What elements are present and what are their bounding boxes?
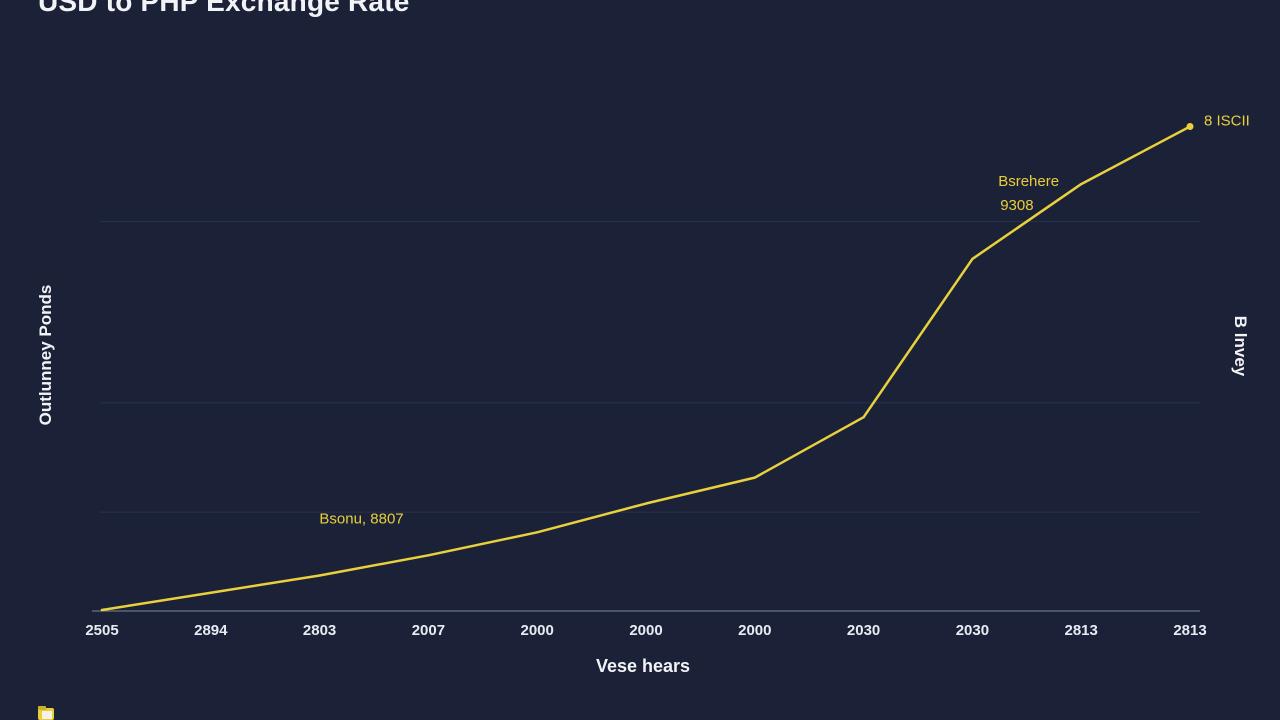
- series: [100, 123, 1194, 612]
- x-tick-label: 2030: [956, 622, 989, 639]
- folder-icon: [38, 706, 54, 720]
- gridlines: [100, 221, 1200, 513]
- x-tick-label: 2813: [1065, 622, 1098, 639]
- data-point: [209, 591, 212, 594]
- x-tick-label: 2000: [521, 622, 554, 639]
- data-point: [862, 415, 865, 419]
- y-axis-label-left: Outlunney Ponds: [36, 284, 55, 426]
- x-tick-label: 2813: [1173, 622, 1206, 639]
- data-point: [100, 608, 104, 612]
- x-tick-label: 2007: [412, 622, 445, 639]
- data-point: [753, 476, 756, 479]
- annotation-label: Bsrehere: [998, 173, 1059, 190]
- x-tick-label: 2030: [847, 622, 880, 639]
- chart-title: USD to PHP Exchange Rate: [38, 0, 410, 17]
- data-point: [318, 574, 321, 577]
- x-axis: 2505 2894 2803 2007 2000 2000 2000 2030 2030 2813…: [85, 610, 1207, 639]
- data-point: [1080, 182, 1083, 186]
- data-point: [971, 257, 974, 261]
- data-point: [427, 554, 430, 557]
- annotation-label: 9308: [1000, 197, 1033, 214]
- x-tick-label: 2505: [85, 622, 118, 639]
- annotation-label: Bsonu, 8807: [319, 510, 403, 527]
- x-tick-label: 2000: [738, 622, 771, 639]
- x-tick-label: 2894: [194, 622, 228, 639]
- x-axis-label: Vese hears: [595, 656, 691, 676]
- y-axis-label-right: B lnvey: [1231, 315, 1250, 377]
- data-point: [644, 502, 648, 505]
- annotations: 8 ISCII Bsrehere 9308 Bsonu, 8807: [319, 113, 1249, 528]
- x-tick-label: 2803: [303, 622, 336, 639]
- data-point: [536, 531, 539, 534]
- x-tick-label: 2000: [629, 622, 662, 639]
- annotation-label: 8 ISCII: [1204, 113, 1250, 130]
- data-point: [1186, 123, 1194, 131]
